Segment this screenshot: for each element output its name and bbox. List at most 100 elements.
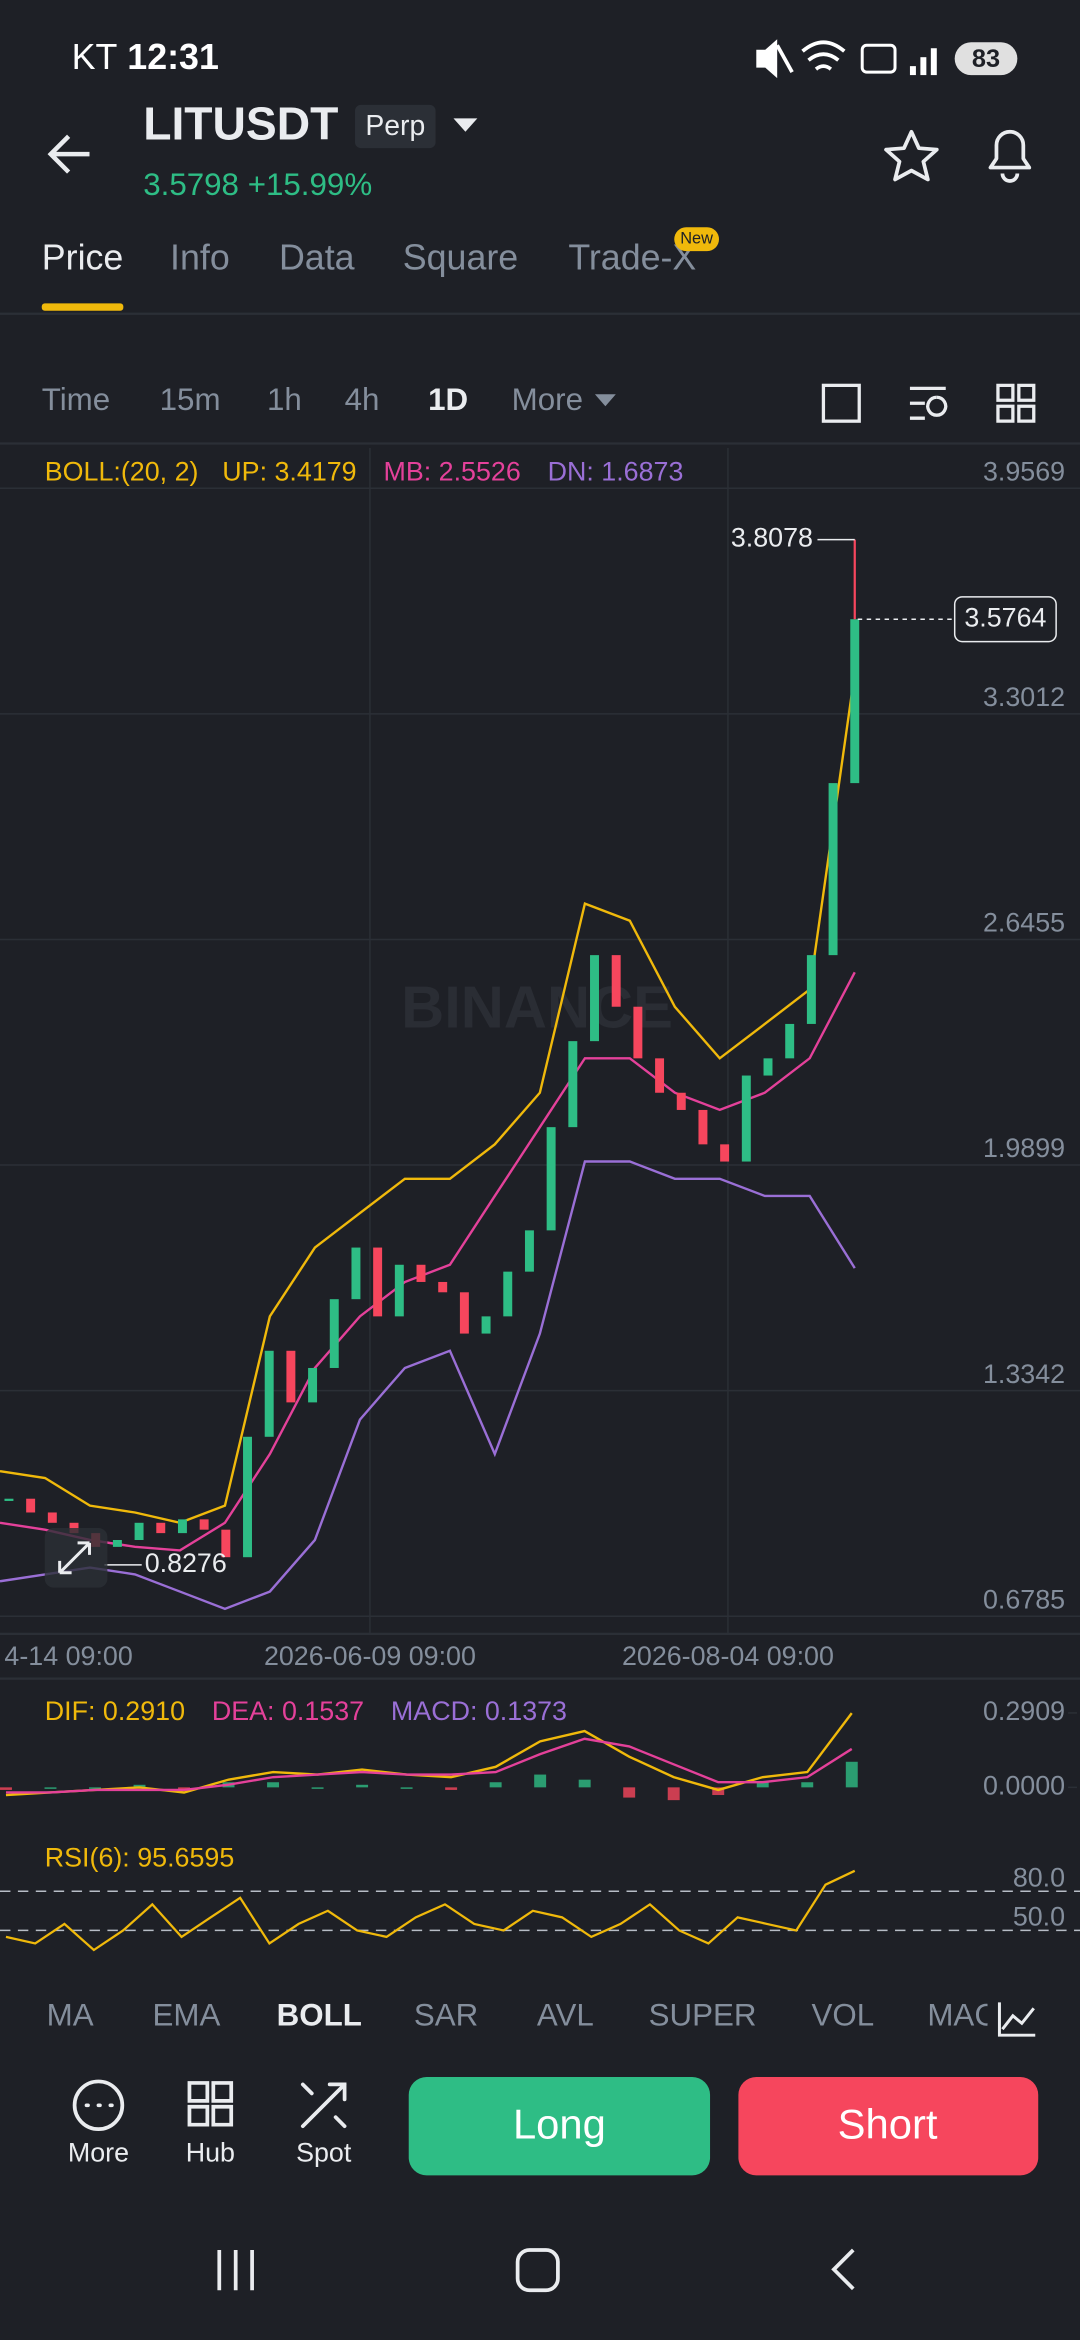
layout-button[interactable]: [996, 383, 1036, 423]
action-icon[interactable]: [72, 2079, 125, 2131]
indicator-tab[interactable]: SAR: [414, 1998, 478, 2033]
carrier: KT: [72, 38, 118, 78]
rsi-line: [5, 1869, 856, 1952]
candle: [69, 1522, 79, 1534]
candle: [199, 1519, 209, 1530]
alert-button[interactable]: [988, 129, 1032, 183]
home-button[interactable]: [515, 2248, 560, 2293]
indicator-tab[interactable]: MAC: [927, 1998, 997, 2033]
interval[interactable]: 15m: [160, 382, 221, 417]
candle: [806, 955, 816, 1024]
indicator-tab[interactable]: AVL: [537, 1998, 594, 2033]
fade: [987, 1993, 1080, 2042]
back-nav-button[interactable]: [831, 2248, 855, 2291]
short-button[interactable]: [738, 2076, 1039, 2176]
tab[interactable]: Info: [170, 238, 230, 278]
candle: [850, 619, 860, 784]
price: 3.5798: [143, 167, 239, 202]
macd-bar: [845, 1761, 858, 1788]
dea: DEA: 0.1537: [212, 1696, 364, 1726]
perp-badge-bg: [355, 104, 436, 149]
candle: [351, 1247, 361, 1300]
symbol-dropdown[interactable]: [453, 118, 478, 132]
dif: DIF: 0.2910: [45, 1696, 185, 1726]
action-label[interactable]: Spot: [296, 2138, 352, 2168]
macd-bar: [89, 1787, 101, 1789]
interval[interactable]: 1D: [428, 382, 468, 417]
action-icon[interactable]: [300, 2082, 347, 2129]
action-label[interactable]: More: [68, 2138, 129, 2168]
last-price-box: [953, 596, 1057, 643]
candle: [785, 1023, 795, 1059]
y-tick-label: 0.6785: [983, 1584, 1065, 1614]
y-tick-label: 0.0000: [983, 1770, 1065, 1800]
interval[interactable]: Time: [42, 382, 110, 417]
candle: [546, 1127, 556, 1231]
tab[interactable]: Square: [403, 238, 518, 278]
action-icon[interactable]: [187, 2081, 234, 2127]
macd-bar: [133, 1784, 146, 1788]
tab[interactable]: Data: [279, 238, 355, 278]
price-change: 3.5798 +15.99%: [143, 167, 372, 202]
indicator-tab[interactable]: VOL: [811, 1998, 874, 2033]
interval[interactable]: 4h: [345, 382, 380, 417]
back-button[interactable]: [47, 134, 90, 174]
battery-level: 83: [972, 45, 1000, 73]
indicator-tab[interactable]: EMA: [153, 1998, 221, 2033]
candle: [459, 1292, 469, 1334]
candle: [394, 1264, 404, 1317]
fullscreen-button[interactable]: [821, 383, 861, 423]
candle: [112, 1539, 122, 1547]
nav-bar: [217, 2248, 855, 2293]
interval[interactable]: More: [512, 382, 583, 417]
perp-badge: Perp: [365, 110, 425, 142]
short-label[interactable]: Short: [838, 2101, 938, 2148]
interval[interactable]: 1h: [267, 382, 302, 417]
macd-bar: [712, 1787, 725, 1796]
candle: [47, 1512, 57, 1523]
indicator-tab[interactable]: MA: [47, 1998, 94, 2033]
dropdown-caret: [594, 394, 616, 407]
macd-bar: [311, 1787, 324, 1789]
expand-button[interactable]: [58, 1541, 91, 1575]
indicator-tabs: MA EMA BOLL SAR AVL SUPER VOL MAC: [47, 1993, 1080, 2042]
candle: [26, 1498, 36, 1513]
long-button[interactable]: [408, 2076, 711, 2176]
indicator-tab[interactable]: SUPER: [649, 1998, 757, 2033]
x-tick-label: 4-14 09:00: [4, 1641, 132, 1671]
boll-dn: DN: 1.6873: [548, 456, 684, 486]
candle: [329, 1299, 339, 1368]
candle: [243, 1436, 252, 1558]
candle: [177, 1519, 187, 1534]
y-tick-label: 1.9899: [983, 1133, 1065, 1163]
status-time: KT 12:31: [72, 38, 219, 78]
macd-bar: [756, 1782, 769, 1788]
macd-bar: [0, 1787, 12, 1790]
candle: [763, 1058, 773, 1076]
x-tick-label: 2026-08-04 09:00: [622, 1641, 834, 1671]
indicator-tab[interactable]: BOLL: [277, 1998, 362, 2033]
long-label[interactable]: Long: [513, 2101, 606, 2148]
boll-legend: BOLL:(20, 2) UP: 3.4179 MB: 2.5526 DN: 1.68…: [45, 456, 684, 486]
symbol[interactable]: LITUSDT: [143, 98, 338, 150]
indicator-settings[interactable]: [997, 2002, 1036, 2037]
candle: [698, 1109, 708, 1145]
recents-button[interactable]: [217, 2250, 254, 2291]
tab[interactable]: Trade-X: [568, 238, 696, 278]
x-tick-label: 2026-06-09 09:00: [264, 1641, 476, 1671]
action-label[interactable]: Hub: [186, 2138, 235, 2168]
last-price: 3.5764: [964, 602, 1046, 632]
macd-bar: [445, 1787, 458, 1790]
candle: [568, 1041, 578, 1128]
tab[interactable]: Price: [42, 238, 124, 278]
favorite-button[interactable]: [884, 129, 939, 182]
candle: [221, 1529, 231, 1558]
y-tick-label: 2.6455: [983, 908, 1065, 938]
y-tick-label: 3.3012: [983, 682, 1065, 712]
settings-button[interactable]: [909, 386, 948, 420]
macd-value: MACD: 0.1373: [391, 1696, 567, 1726]
high-marker: 3.8078: [731, 523, 813, 553]
y-tick-label: 0.2909: [983, 1696, 1065, 1726]
